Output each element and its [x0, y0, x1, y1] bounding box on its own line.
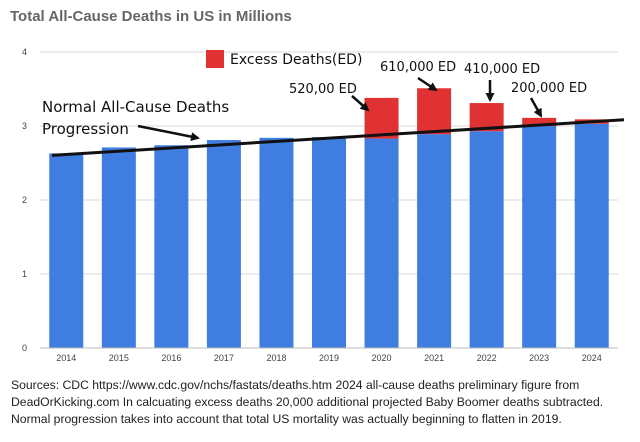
sources-line-3: Normal progression takes into account th… — [11, 412, 562, 426]
normal-progression-line — [51, 118, 625, 157]
annotation-arrow-2023 — [529, 97, 543, 118]
x-tick-label: 2016 — [161, 353, 181, 363]
bar-excess-2020 — [364, 97, 399, 139]
x-tick-label: 2022 — [477, 353, 497, 363]
excess-annotation-2020: 520,00 ED — [289, 82, 357, 97]
bar-normal-2022 — [469, 131, 504, 348]
legend: Excess Deaths(ED) — [206, 50, 362, 68]
excess-annotation-2022: 410,000 ED — [464, 62, 540, 77]
x-tick-label: 2014 — [56, 353, 76, 363]
x-tick-label: 2021 — [424, 353, 444, 363]
annotation-arrow-2020 — [351, 95, 370, 112]
y-axis: 0 1 2 3 4 — [22, 47, 27, 353]
x-tick-label: 2017 — [214, 353, 234, 363]
bar-excess-2023 — [522, 117, 557, 126]
x-tick-label: 2018 — [266, 353, 286, 363]
chart-title: Total All-Cause Deaths in US in Millions — [10, 8, 292, 25]
sources-line-2: DeadOrKicking.com In calcuating excess d… — [11, 395, 604, 409]
normal-progression-label-line-1: Normal All-Cause Deaths — [42, 98, 229, 116]
x-axis: 2014 2015 2016 2017 2018 2019 2020 2021 2022 2023… — [40, 347, 618, 363]
bar-excess-2021 — [417, 88, 452, 135]
y-tick-label: 1 — [22, 269, 27, 279]
x-tick-label: 2020 — [372, 353, 392, 363]
x-tick-label: 2024 — [582, 353, 602, 363]
y-tick-label: 4 — [22, 47, 27, 57]
excess-annotation-2023: 200,000 ED — [511, 81, 587, 96]
legend-label-excess: Excess Deaths(ED) — [230, 52, 362, 68]
y-tick-label: 0 — [22, 343, 27, 353]
bar-normal-2024 — [574, 123, 609, 348]
bar-normal-2021 — [417, 134, 452, 348]
bar-normal-2014 — [49, 153, 84, 348]
y-tick-label: 2 — [22, 195, 27, 205]
bar-normal-2023 — [522, 126, 557, 348]
sources-text: Sources: CDC https://www.cdc.gov/nchs/fa… — [11, 377, 636, 428]
excess-annotation-2021: 610,000 ED — [380, 60, 456, 75]
y-tick-label: 3 — [22, 121, 27, 131]
legend-swatch-excess — [206, 50, 224, 68]
x-tick-label: 2023 — [529, 353, 549, 363]
bar-normal-2019 — [312, 137, 346, 348]
normal-progression-label-line-2: Progression — [42, 120, 129, 138]
x-tick-label: 2019 — [319, 353, 339, 363]
bar-normal-2017 — [206, 140, 241, 348]
trend: Normal All-Cause Deaths Progression — [42, 98, 625, 157]
annotations: 520,00 ED 610,000 ED 410,000 ED 200,000 ED — [289, 60, 587, 118]
bar-normal-2018 — [259, 137, 294, 348]
bar-normal-2020 — [364, 138, 399, 348]
x-tick-label: 2015 — [109, 353, 129, 363]
bar-normal-2016 — [154, 145, 189, 348]
annotation-arrow-2021 — [417, 76, 438, 92]
bar-normal-2015 — [101, 147, 136, 348]
sources-line-1: Sources: CDC https://www.cdc.gov/nchs/fa… — [11, 378, 580, 392]
normal-progression-arrow — [137, 124, 200, 142]
bars — [49, 88, 609, 348]
